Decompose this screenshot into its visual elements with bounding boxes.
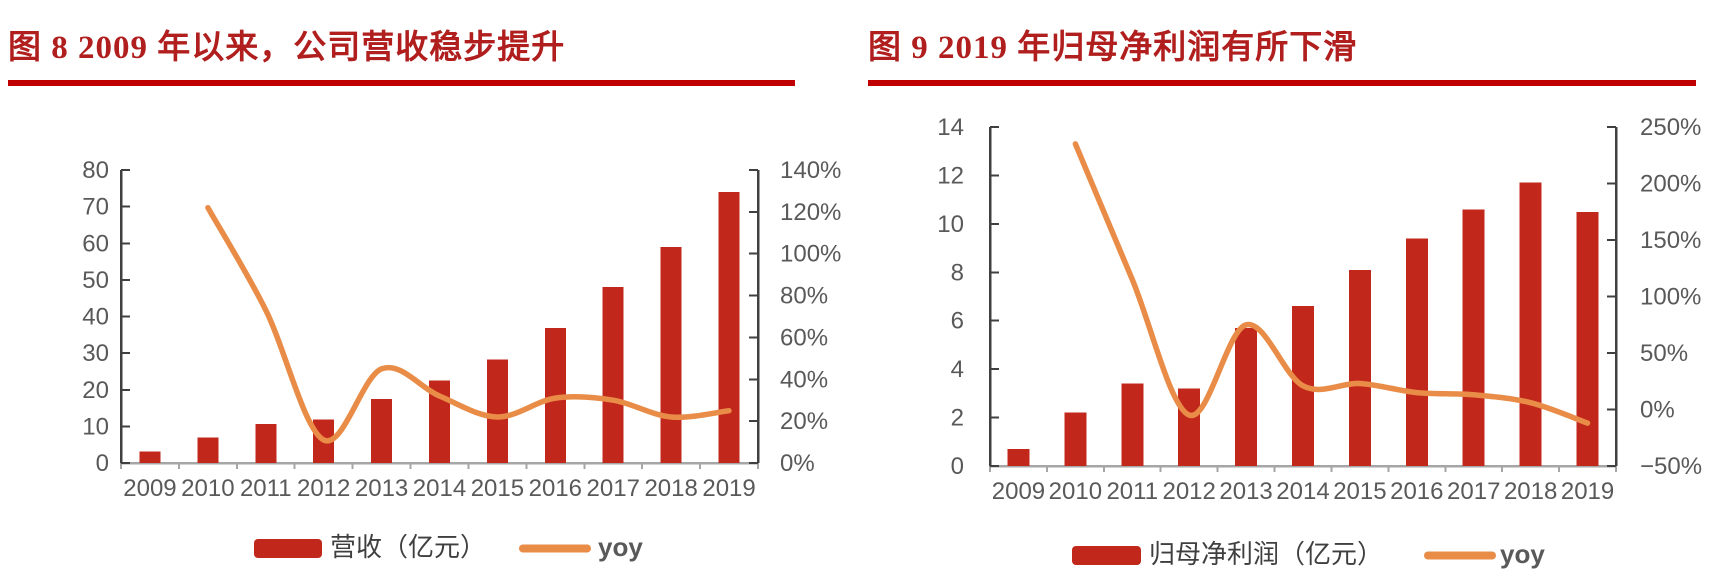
yoy-line: [1072, 141, 1591, 426]
y-axis-left-label: 10: [937, 211, 964, 238]
y-axis-left-label: 40: [82, 304, 109, 331]
legend-line-swatch: [1424, 551, 1496, 560]
y-axis-left-label: 12: [937, 162, 964, 189]
bar-2017: [1462, 209, 1485, 466]
revenue-chart: 0 10 20 30 40 50 60 70 80 0% 20% 40% 60% 80% 100% 120% 1…: [82, 157, 841, 562]
y-axis-left-label: 10: [82, 413, 109, 440]
y-axis-left-label: 2: [951, 405, 964, 432]
legend-line-label: yoy: [598, 532, 643, 562]
x-tick-label: 2012: [297, 475, 350, 502]
x-tick-label: 2015: [1333, 478, 1386, 505]
x-tick-label: 2017: [1447, 478, 1500, 505]
y-axis-right-label: 150%: [1640, 227, 1701, 254]
x-tick-label: 2012: [1162, 478, 1215, 505]
y-axis-right-label: 0%: [1640, 397, 1675, 424]
x-tick-label: 2013: [355, 475, 408, 502]
x-tick-label: 2015: [471, 475, 524, 502]
y-axis-right-label: 120%: [780, 199, 841, 226]
x-tick-label: 2010: [1049, 478, 1102, 505]
x-tick-label: 2011: [1106, 478, 1158, 505]
y-axis-left-label: 50: [82, 267, 109, 294]
yoy-line: [205, 204, 732, 444]
bar-2015: [1348, 269, 1371, 466]
figure-8-title: 图 8 2009 年以来，公司营收稳步提升: [8, 30, 566, 66]
x-tick-label: 2014: [413, 475, 466, 502]
bar-2019: [1576, 211, 1599, 466]
net-profit-chart: 0 2 4 6 8 10 12 14 −50% 0% 50% 100% 150% 200% 250% 2009…: [937, 114, 1702, 569]
x-tick-label: 2009: [123, 475, 176, 502]
y-axis-left-label: 70: [82, 194, 109, 221]
x-tick-label: 2019: [1561, 478, 1614, 505]
x-tick-label: 2016: [1390, 478, 1443, 505]
y-axis-right-label: 80%: [780, 283, 828, 310]
legend-bar-swatch: [254, 539, 322, 558]
bar-2011: [255, 423, 277, 463]
y-axis-right-label: −50%: [1640, 453, 1702, 480]
x-tick-label: 2011: [240, 475, 292, 502]
x-tick-label: 2013: [1219, 478, 1272, 505]
y-axis-right-label: 60%: [780, 324, 828, 351]
figure-9-title-underline: [868, 80, 1696, 86]
y-axis-right-label: 250%: [1640, 114, 1701, 141]
y-axis-left-label: 0: [951, 453, 964, 480]
bar-2011: [1121, 383, 1144, 466]
y-axis-left-label: 8: [951, 259, 964, 286]
x-tick-label: 2018: [1504, 478, 1557, 505]
y-axis-left-label: 0: [96, 450, 109, 477]
y-axis-left-label: 4: [951, 356, 964, 383]
bar-2013: [1235, 327, 1258, 466]
y-axis-right-label: 100%: [1640, 284, 1701, 311]
bar-2013: [371, 398, 393, 463]
x-tick-label: 2017: [587, 475, 640, 502]
y-axis-left-label: 60: [82, 230, 109, 257]
bar-2017: [602, 287, 624, 463]
legend-line-label: yoy: [1500, 539, 1545, 569]
y-axis-right-label: 100%: [780, 241, 841, 268]
figure-9-panel: 图 9 2019 年归母净利润有所下滑 0 2 4 6 8 10 12 14 −50% 0% 50%…: [860, 0, 1724, 582]
x-tick-label: 2018: [644, 475, 697, 502]
bar-2009: [1007, 449, 1030, 466]
y-axis-right-label: 20%: [780, 408, 828, 435]
x-tick-label: 2009: [992, 478, 1045, 505]
x-tick-label: 2014: [1276, 478, 1329, 505]
legend-bar-swatch: [1072, 546, 1141, 565]
figure-8-title-underline: [8, 80, 795, 86]
bar-2009: [139, 451, 161, 463]
bar-2010: [197, 437, 219, 463]
y-axis-right-label: 40%: [780, 366, 828, 393]
y-axis-left-label: 30: [82, 340, 109, 367]
y-axis-right-label: 200%: [1640, 171, 1701, 198]
bar-2018: [660, 246, 682, 463]
x-tick-label: 2010: [181, 475, 234, 502]
y-axis-right-label: 50%: [1640, 340, 1688, 367]
figure-9-title: 图 9 2019 年归母净利润有所下滑: [868, 30, 1358, 66]
legend-bar-label: 营收（亿元）: [330, 533, 486, 562]
bar-2015: [486, 359, 508, 463]
bar-2018: [1519, 182, 1542, 466]
bar-2016: [1405, 238, 1428, 466]
bar-2012: [1178, 388, 1201, 466]
x-tick-label: 2019: [702, 475, 755, 502]
x-tick-label: 2016: [529, 475, 582, 502]
figure-8-panel: 图 8 2009 年以来，公司营收稳步提升 0 10 20 30 40 50 60 70 80 0…: [0, 0, 860, 582]
bar-2010: [1064, 412, 1087, 466]
legend-line-swatch: [519, 544, 591, 553]
y-axis-left-label: 80: [82, 157, 109, 184]
y-axis-left-label: 6: [951, 308, 964, 335]
y-axis-left-label: 20: [82, 377, 109, 404]
y-axis-right-label: 140%: [780, 157, 841, 184]
y-axis-right-label: 0%: [780, 450, 815, 477]
y-axis-left-label: 14: [937, 114, 964, 141]
bar-2019: [718, 191, 740, 463]
legend-bar-label: 归母净利润（亿元）: [1149, 540, 1383, 569]
